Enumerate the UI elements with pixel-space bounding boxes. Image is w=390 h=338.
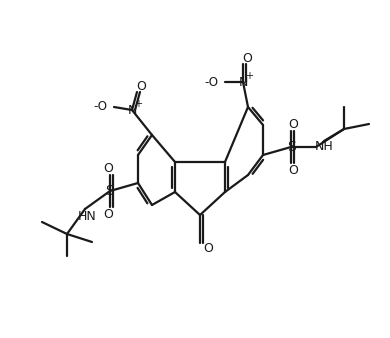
Text: NH: NH (315, 141, 333, 153)
Text: O: O (203, 242, 213, 256)
Text: O: O (242, 51, 252, 65)
Text: S: S (287, 140, 295, 154)
Text: +: + (245, 71, 253, 81)
Text: O: O (103, 162, 113, 174)
Text: HN: HN (78, 210, 96, 222)
Text: S: S (106, 184, 114, 198)
Text: O: O (288, 118, 298, 130)
Text: N: N (238, 75, 248, 89)
Text: N: N (127, 103, 136, 117)
Text: +: + (134, 99, 142, 109)
Text: -O: -O (93, 100, 107, 114)
Text: O: O (103, 208, 113, 220)
Text: O: O (288, 164, 298, 176)
Text: -O: -O (204, 75, 218, 89)
Text: O: O (136, 79, 146, 93)
